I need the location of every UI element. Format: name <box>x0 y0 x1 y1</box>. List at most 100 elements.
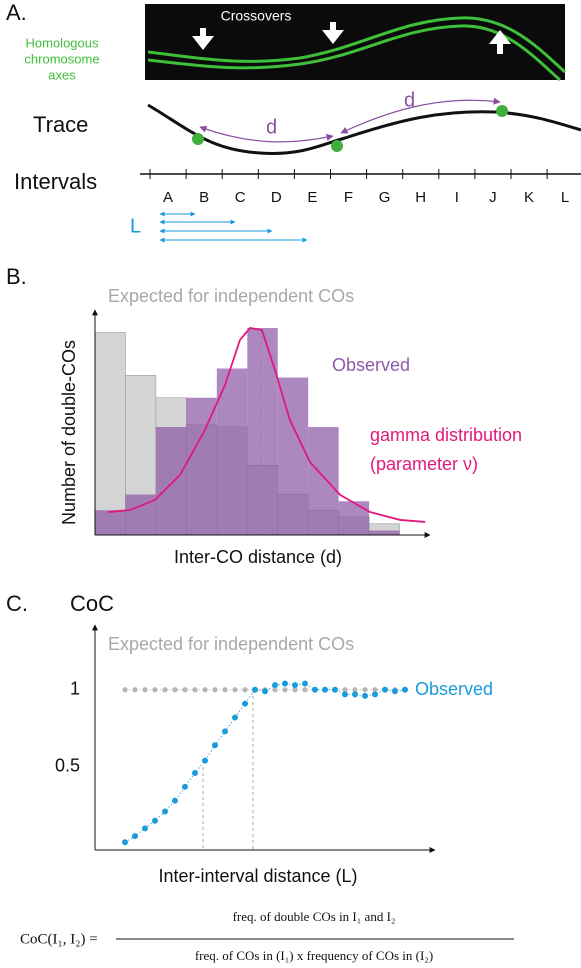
y-axis-label: CoC <box>70 591 114 616</box>
point <box>242 701 248 707</box>
interval-name: D <box>271 189 282 206</box>
page: A. Crossovers Homologous chromosome axes… <box>0 0 581 968</box>
point <box>232 714 238 720</box>
point <box>152 818 158 824</box>
crossover-dot <box>496 105 508 117</box>
crossovers-label: Crossovers <box>221 8 292 24</box>
point <box>302 687 307 692</box>
panel-label: B. <box>6 264 27 289</box>
axes-label: Homologous chromosome axes <box>24 35 99 82</box>
legend-label: Observed <box>332 355 410 375</box>
bar <box>95 510 125 535</box>
intervals-label: Intervals <box>14 169 97 194</box>
point <box>282 681 288 687</box>
interval-name: K <box>524 189 534 206</box>
bar <box>247 328 277 535</box>
point <box>312 687 318 693</box>
axes-label-line: chromosome <box>24 51 99 66</box>
formula-numerator: freq. of double COs in I₁ and I₂ <box>233 909 396 924</box>
legend-label: gamma distribution <box>370 425 522 445</box>
interval-name: C <box>235 189 246 206</box>
formula-lhs: CoC(I₁, I₂) = <box>20 931 98 947</box>
point <box>262 688 268 694</box>
curve-note: (parameter ν) <box>370 454 478 474</box>
l-label: L <box>130 215 141 237</box>
bar <box>369 531 399 536</box>
interval-name: J <box>489 189 497 206</box>
bar <box>339 501 369 535</box>
point <box>142 825 148 831</box>
point <box>162 808 168 814</box>
point <box>282 687 287 692</box>
point <box>202 687 207 692</box>
point <box>332 687 338 693</box>
point <box>242 687 247 692</box>
crossover-dot <box>331 140 343 152</box>
x-axis-label: Inter-CO distance (d) <box>174 547 342 567</box>
point <box>172 798 178 804</box>
trace-label: Trace <box>33 112 88 137</box>
interval-name: A <box>163 189 173 206</box>
point <box>162 687 167 692</box>
point <box>222 728 228 734</box>
point <box>132 833 138 839</box>
point <box>402 687 408 693</box>
interval-name: G <box>379 189 391 206</box>
y-axis-label: Number of double-COs <box>59 340 79 525</box>
point <box>132 687 137 692</box>
point <box>152 687 157 692</box>
point <box>142 687 147 692</box>
point <box>232 687 237 692</box>
bar <box>95 333 125 536</box>
d-label: d <box>266 116 277 138</box>
interval-name: B <box>199 189 209 206</box>
point <box>392 688 398 694</box>
series-line <box>125 684 405 843</box>
interval-name: H <box>415 189 426 206</box>
axes-label-line: Homologous <box>26 35 99 50</box>
figure: A. Crossovers Homologous chromosome axes… <box>0 0 581 968</box>
interval-name: F <box>344 189 353 206</box>
bar <box>156 427 186 535</box>
crossover-dot <box>192 133 204 145</box>
point <box>182 784 188 790</box>
legend-label: Expected for independent COs <box>108 634 354 654</box>
point <box>212 742 218 748</box>
point <box>292 682 298 688</box>
point <box>322 687 328 693</box>
bar <box>278 378 308 536</box>
point <box>302 681 308 687</box>
panel-label: C. <box>6 591 28 616</box>
y-tick-label: 1 <box>70 678 80 698</box>
legend-label: Expected for independent COs <box>108 286 354 306</box>
point <box>122 687 127 692</box>
point <box>352 691 358 697</box>
point <box>272 682 278 688</box>
bar <box>308 427 338 535</box>
axes-label-line: axes <box>48 67 76 82</box>
trace <box>148 105 581 154</box>
formula-denominator: freq. of COs in (I₁) x frequency of COs … <box>195 948 433 963</box>
l-arrows <box>160 214 307 240</box>
point <box>122 839 128 845</box>
interval-name: E <box>307 189 317 206</box>
point <box>372 691 378 697</box>
panel-label: A. <box>6 0 27 25</box>
d-label: d <box>404 89 415 111</box>
interval-name: L <box>561 189 569 206</box>
point <box>202 758 208 764</box>
point <box>192 770 198 776</box>
interval-name: I <box>455 189 459 206</box>
point <box>182 687 187 692</box>
bar <box>186 398 216 535</box>
point <box>212 687 217 692</box>
point <box>382 687 388 693</box>
point <box>362 693 368 699</box>
legend-label: Observed <box>415 679 493 699</box>
point <box>362 687 367 692</box>
point <box>172 687 177 692</box>
y-tick-label: 0.5 <box>55 756 80 776</box>
x-axis-label: Inter-interval distance (L) <box>158 866 357 886</box>
point <box>222 687 227 692</box>
point <box>252 687 258 693</box>
